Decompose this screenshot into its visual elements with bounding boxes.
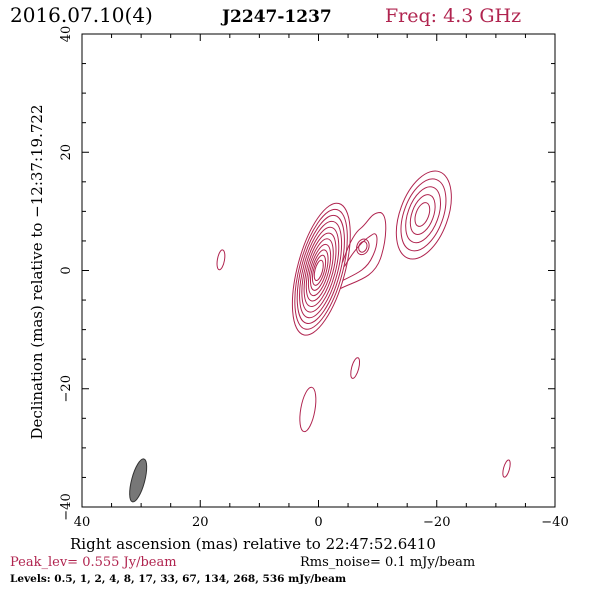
noise-contour: [502, 459, 511, 478]
noise-contour: [350, 357, 361, 379]
axis-ticks: [81, 33, 556, 508]
x-tick-label: 20: [192, 515, 209, 530]
core-contour: [311, 254, 327, 286]
contour-levels: Levels: 0.5, 1, 2, 4, 8, 17, 33, 67, 134…: [10, 573, 346, 585]
noise-contour: [299, 386, 317, 433]
core-contour: [296, 214, 345, 324]
x-tick-label: −40: [541, 515, 568, 530]
component-contour: [358, 241, 368, 253]
component-contour: [356, 238, 370, 256]
jet-contour: [340, 211, 387, 289]
core-contour: [307, 243, 332, 297]
y-axis-label: Declination (mas) relative to −12:37:19.…: [28, 104, 46, 439]
y-tick-label: −20: [59, 375, 74, 402]
rms-noise: Rms_noise= 0.1 mJy/beam: [300, 555, 475, 570]
component-contour: [400, 178, 447, 252]
core-contour: [313, 259, 324, 282]
core-contour: [305, 238, 334, 302]
y-tick-label: 40: [59, 26, 74, 43]
tick-labels: 40 20 0 −20 −40 −40 −20 0 20 40: [59, 26, 569, 530]
component-contour: [414, 202, 431, 227]
x-axis-label: Right ascension (mas) relative to 22:47:…: [70, 535, 436, 553]
jet-contour: [342, 233, 378, 281]
x-tick-label: 0: [314, 515, 322, 530]
core-contour: [309, 249, 329, 291]
peak-level: Peak_lev= 0.555 Jy/beam: [10, 555, 177, 570]
component-contour: [405, 186, 442, 244]
y-tick-label: 0: [59, 266, 74, 274]
beam-ellipse: [129, 458, 148, 503]
core-contour: [294, 208, 348, 330]
observation-date: 2016.07.10(4): [10, 3, 153, 27]
contour-layer: [216, 170, 511, 478]
noise-contour: [216, 249, 226, 271]
core-contour: [291, 202, 351, 336]
component-contour: [409, 194, 436, 235]
core-contour: [303, 232, 337, 307]
source-name: J2247-1237: [220, 7, 332, 27]
core-contour: [299, 220, 343, 319]
y-tick-label: −40: [59, 493, 74, 520]
x-tick-label: 40: [74, 515, 91, 530]
component-contour: [395, 170, 452, 260]
plot-frame: [81, 33, 556, 508]
core-contour: [301, 226, 340, 313]
y-tick-label: 20: [59, 144, 74, 161]
x-tick-label: −20: [423, 515, 450, 530]
frequency-label: Freq: 4.3 GHz: [385, 5, 521, 27]
beam-layer: [129, 458, 148, 503]
